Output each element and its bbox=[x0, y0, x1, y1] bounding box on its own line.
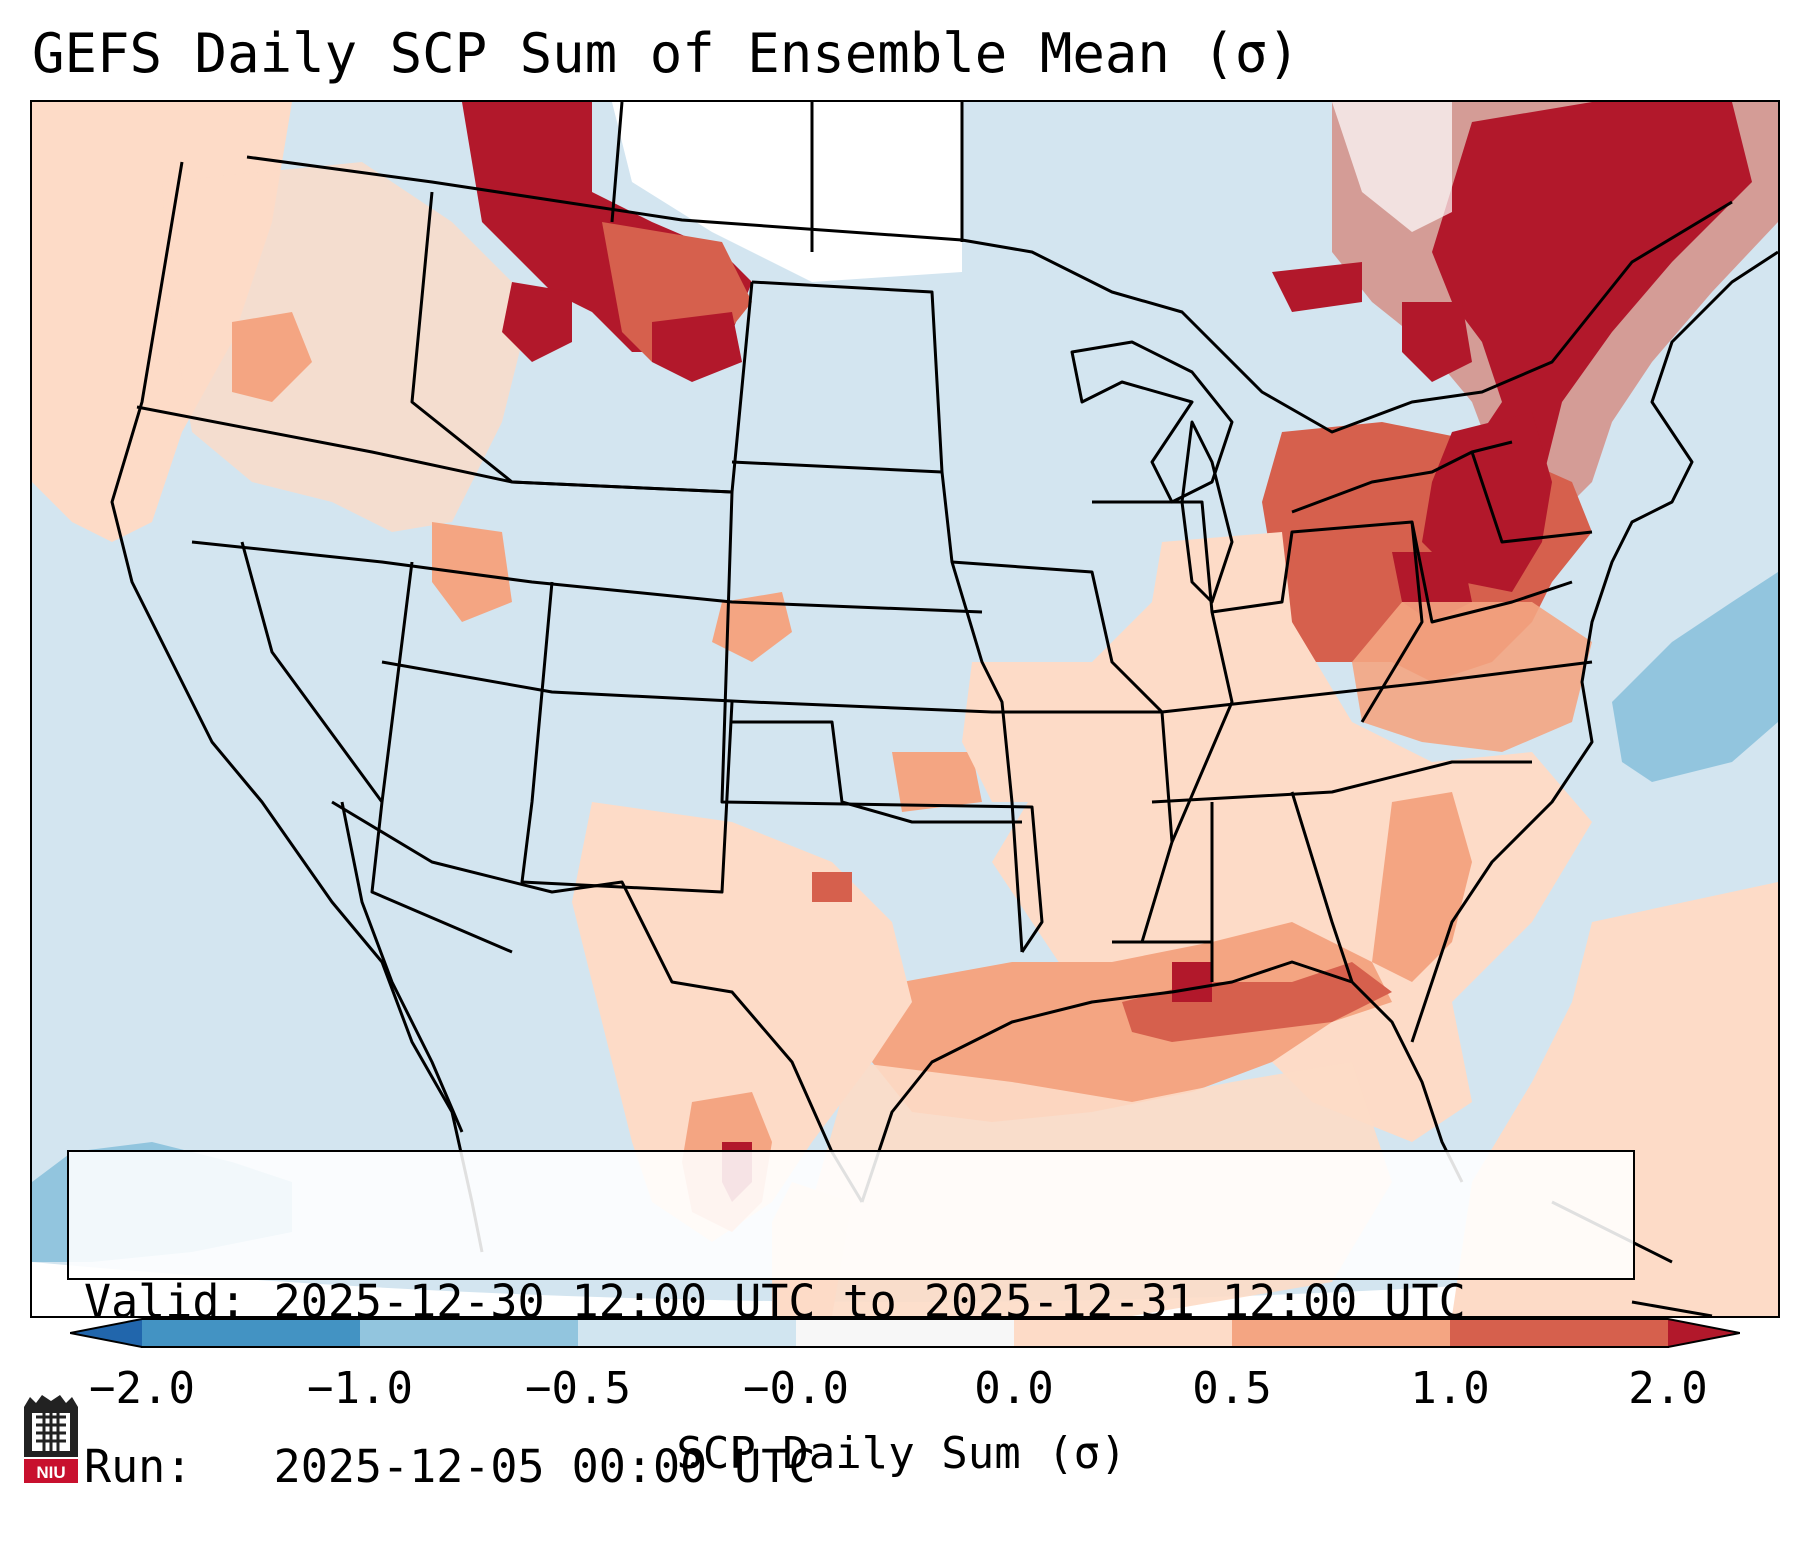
state-texas-north bbox=[732, 720, 1022, 824]
colorbar-bin bbox=[578, 1319, 797, 1347]
area-idaho-patches bbox=[432, 522, 512, 622]
state-west-3 bbox=[240, 541, 384, 803]
state-divide-2 bbox=[520, 581, 734, 894]
colorbar-bin bbox=[1232, 1319, 1451, 1347]
state-northeast-1 bbox=[1410, 521, 1573, 624]
area-oklahoma-spot bbox=[812, 872, 852, 902]
scp-anomaly-field bbox=[32, 102, 1778, 1316]
colorbar-tick-label: −0.0 bbox=[743, 1363, 849, 1414]
valid-run-info-box: Valid: 2025-12-30 12:00 UTC to 2025-12-3… bbox=[67, 1150, 1635, 1493]
colorbar-bin bbox=[1450, 1319, 1669, 1347]
colorbar-tick-label: 1.0 bbox=[1410, 1363, 1490, 1414]
state-canada-sk bbox=[610, 102, 624, 223]
state-dakotas bbox=[731, 280, 944, 474]
logo-banner bbox=[24, 1459, 78, 1483]
projection-edge-mask bbox=[32, 1262, 1778, 1316]
colorbar-bin bbox=[796, 1319, 1015, 1347]
state-south-2 bbox=[1151, 760, 1532, 804]
lake-erie-ontario bbox=[1291, 440, 1513, 514]
colorbar-bin bbox=[1014, 1319, 1233, 1347]
colorbar-extend-low bbox=[70, 1319, 142, 1347]
state-west-2 bbox=[191, 540, 983, 614]
area-colorado-spots bbox=[712, 592, 792, 662]
east-coast bbox=[1410, 250, 1778, 1043]
niu-logo-icon: NIU bbox=[24, 1395, 78, 1483]
area-northwest-inland bbox=[162, 162, 532, 532]
state-rockies bbox=[410, 191, 513, 484]
colorbar-tick-label: −0.5 bbox=[525, 1363, 631, 1414]
area-ontario-band bbox=[1272, 262, 1362, 312]
state-divide-1 bbox=[381, 660, 1162, 714]
area-gulf-red-spot bbox=[1172, 962, 1212, 1002]
colorbar-tick-label: −1.0 bbox=[307, 1363, 413, 1414]
area-ontario-spots bbox=[1402, 302, 1472, 382]
colorbar-bin bbox=[142, 1319, 361, 1347]
logo-text: NIU bbox=[36, 1463, 65, 1482]
colorbar-tick-label: 0.5 bbox=[1192, 1363, 1272, 1414]
area-texas bbox=[572, 802, 912, 1242]
colorbar-extend-high bbox=[1668, 1319, 1740, 1347]
mexico-border bbox=[331, 800, 864, 1203]
west-coast bbox=[110, 161, 484, 1253]
area-montana-spots bbox=[502, 282, 572, 362]
state-ohio bbox=[1211, 520, 1424, 723]
area-quebec-white bbox=[1332, 102, 1452, 232]
map-borders bbox=[110, 102, 1778, 1316]
colorbar-tick-label: −2.0 bbox=[89, 1363, 195, 1414]
us-canada-border bbox=[246, 155, 1733, 434]
state-midwest-2 bbox=[951, 560, 1174, 943]
area-alberta-white bbox=[612, 102, 962, 282]
state-south-1 bbox=[1161, 660, 1593, 714]
area-gulf-core bbox=[1122, 962, 1392, 1042]
state-south-4 bbox=[1290, 791, 1354, 983]
baja-coast bbox=[340, 801, 464, 1133]
area-western-atlantic-blue bbox=[1612, 572, 1778, 782]
state-midwest-1 bbox=[940, 471, 1024, 953]
gulf-coast bbox=[860, 960, 1464, 1203]
logo-window-grid bbox=[36, 1413, 66, 1451]
colorbar-bin bbox=[360, 1319, 579, 1347]
colorbar-tick-label: 2.0 bbox=[1628, 1363, 1708, 1414]
area-pennsylvania-core bbox=[1422, 412, 1552, 592]
colorbar-label: SCP Daily Sum (σ) bbox=[676, 1428, 1127, 1479]
run-time-text: Run: 2025-12-05 00:00 UTC bbox=[84, 1440, 816, 1493]
colorbar bbox=[70, 1318, 1740, 1348]
area-kansas-spots bbox=[892, 752, 982, 812]
state-montana-south bbox=[511, 281, 754, 494]
area-montana-spots2 bbox=[652, 312, 742, 382]
area-northwest-patches bbox=[232, 312, 312, 402]
map-panel bbox=[30, 100, 1780, 1318]
state-divide-3 bbox=[720, 491, 1044, 953]
state-northeast-2 bbox=[1470, 451, 1593, 544]
great-lakes bbox=[1070, 340, 1234, 504]
state-west-4 bbox=[370, 561, 513, 954]
map-title: GEFS Daily SCP Sum of Ensemble Mean (σ) bbox=[32, 22, 1300, 85]
map-canvas bbox=[32, 102, 1778, 1316]
colorbar-tick-label: 0.0 bbox=[974, 1363, 1054, 1414]
